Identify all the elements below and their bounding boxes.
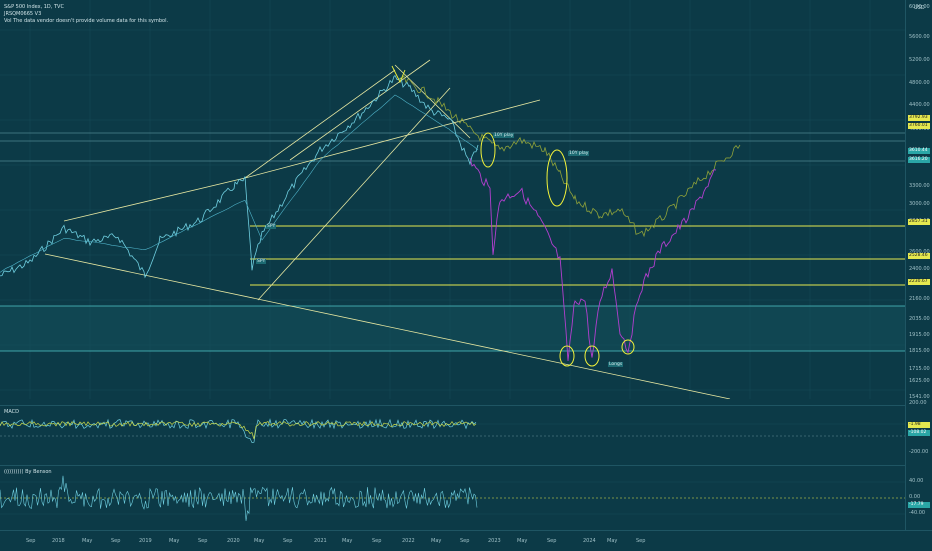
price-level-tag: 3610.44 [908, 148, 930, 154]
price-tick-label: 2035.00 [909, 316, 930, 322]
time-tick-label: Sep [460, 538, 470, 544]
price-axis[interactable]: USD 6000.00 5600.00 5200.00 4800.00 4400.00 4… [905, 0, 932, 530]
price-chart-svg[interactable] [0, 0, 905, 399]
price-tick-label: 1541.00 [909, 394, 930, 400]
time-tick-label: 2020 [227, 538, 240, 544]
oscillator-tick-label: 0.00 [909, 494, 921, 500]
oscillator-pane[interactable]: (((((((((( By Benson [0, 465, 905, 531]
price-series [0, 74, 479, 279]
time-tick-label: May [254, 538, 265, 544]
moving-average [0, 94, 479, 273]
time-tick-label: 2023 [488, 538, 501, 544]
support-zone [0, 306, 905, 351]
time-tick-label: Sep [547, 538, 557, 544]
time-axis[interactable]: Sep 2018 May Sep 2019 May Sep 2020 May Sep 2021 May… [0, 530, 932, 551]
symbol-legend[interactable]: S&P 500 Index, 1D, TVC [4, 4, 64, 10]
trend-line [257, 87, 451, 301]
price-level-tag: 3760.01 [908, 123, 930, 129]
macd-chart-svg[interactable] [0, 406, 905, 461]
spy-label-1[interactable]: SPY [266, 224, 277, 229]
price-pane[interactable]: S&P 500 Index, 1D, TVC JRSQM0665 V3 Vol … [0, 0, 905, 399]
price-tick-label: 1815.00 [909, 348, 930, 354]
time-tick-label: 2021 [314, 538, 327, 544]
price-tick-label: 2400.00 [909, 266, 930, 272]
time-tick-label: May [517, 538, 528, 544]
time-tick-label: 2019 [139, 538, 152, 544]
highlight-circle [546, 149, 568, 207]
macd-line [0, 418, 477, 443]
macd-signal-line [0, 420, 477, 440]
highlight-circle [559, 345, 575, 367]
highlight-circle [480, 132, 496, 168]
price-tick-label: 6000.00 [909, 4, 930, 10]
pen-mark [391, 65, 406, 84]
time-tick-label: 2018 [52, 538, 65, 544]
oscillator-line [0, 475, 478, 521]
time-tick-label: May [431, 538, 442, 544]
price-tick-label: 2600.00 [909, 249, 930, 255]
projection-green [399, 74, 741, 238]
price-level-tag: 3616.20 [908, 157, 930, 163]
time-tick-label: May [342, 538, 353, 544]
macd-value-tag: -108.02 [908, 430, 930, 436]
price-tick-label: 5600.00 [909, 34, 930, 40]
time-tick-label: May [82, 538, 93, 544]
time-tick-label: Sep [111, 538, 121, 544]
price-level-tag: 2230.67 [908, 279, 930, 285]
trend-line [63, 177, 246, 222]
time-tick-label: 2022 [402, 538, 415, 544]
oscillator-tick-label: 40.00 [909, 478, 924, 484]
price-tick-label: 1625.00 [909, 378, 930, 384]
macd-tick-label: 200.00 [909, 400, 927, 406]
time-tick-label: 2024 [583, 538, 596, 544]
highlight-circle [584, 345, 600, 367]
price-tick-label: 4800.00 [909, 80, 930, 86]
right-annotation-label[interactable]: 10Y play [568, 151, 590, 156]
price-tick-label: 1915.00 [909, 332, 930, 338]
trend-line [244, 99, 541, 179]
price-tick-label: 5200.00 [909, 57, 930, 63]
highlight-circle [621, 339, 635, 355]
oscillator-tick-label: -40.00 [909, 510, 926, 516]
price-tick-label: 4000.00 [909, 126, 930, 132]
price-level-tag: 2857.31 [908, 219, 930, 225]
macd-title[interactable]: MACD [4, 409, 19, 415]
indicator-legend[interactable]: JRSQM0665 V3 [4, 11, 42, 17]
mid-annotation-label[interactable]: 10Y play [493, 133, 515, 138]
price-tick-label: 1715.00 [909, 366, 930, 372]
time-tick-label: Sep [198, 538, 208, 544]
projection-purple [469, 157, 717, 361]
oscillator-value-tag: -17.79 [908, 502, 930, 508]
trend-line [244, 69, 396, 179]
currency-label: USD [914, 5, 925, 11]
price-tick-label: 3000.00 [909, 201, 930, 207]
macd-pane[interactable]: MACD [0, 405, 905, 461]
oscillator-chart-svg[interactable] [0, 466, 905, 531]
trend-line [44, 253, 731, 399]
macd-value-tag: -1.98 [908, 422, 930, 428]
price-level-tag: 3792.93 [908, 115, 930, 121]
time-tick-label: Sep [283, 538, 293, 544]
price-level-tag: 2528.46 [908, 253, 930, 259]
spy-label-2[interactable]: SPY [256, 259, 267, 264]
time-tick-label: May [607, 538, 618, 544]
time-tick-label: Sep [372, 538, 382, 544]
volume-legend: Vol The data vendor doesn't provide volu… [4, 18, 169, 24]
low-annotation-label[interactable]: Longs [608, 362, 624, 367]
time-tick-label: May [169, 538, 180, 544]
price-tick-label: 4400.00 [909, 102, 930, 108]
trend-line [394, 64, 471, 139]
price-tick-label: 3300.00 [909, 183, 930, 189]
macd-tick-label: -200.00 [909, 449, 929, 455]
time-tick-label: Sep [26, 538, 36, 544]
oscillator-title[interactable]: (((((((((( By Benson [4, 469, 52, 475]
price-tick-label: 2160.00 [909, 296, 930, 302]
time-tick-label: Sep [636, 538, 646, 544]
